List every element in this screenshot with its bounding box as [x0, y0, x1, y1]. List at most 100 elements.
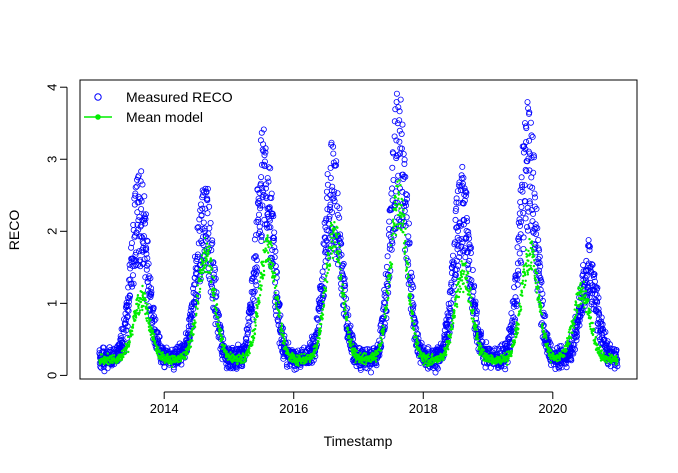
measured-point	[396, 216, 403, 223]
measured-point	[151, 317, 158, 324]
measured-point	[161, 364, 168, 371]
model-point	[283, 340, 287, 343]
measured-point	[249, 305, 256, 312]
measured-point	[139, 181, 146, 188]
model-point	[522, 286, 526, 289]
model-point	[573, 315, 577, 319]
measured-point	[252, 253, 259, 260]
model-point	[540, 306, 543, 309]
model-point	[420, 351, 423, 355]
model-point	[615, 362, 618, 366]
measured-point	[460, 174, 467, 181]
measured-point	[135, 217, 142, 224]
model-point	[449, 336, 452, 339]
model-point	[449, 333, 453, 336]
model-point	[158, 349, 161, 352]
measured-point	[141, 193, 148, 200]
measured-point	[393, 90, 400, 97]
model-point	[260, 284, 263, 287]
plot-frame	[79, 79, 638, 380]
measured-point	[297, 363, 304, 370]
model-point	[400, 228, 403, 232]
measured-point	[535, 236, 542, 243]
model-point	[565, 349, 568, 352]
measured-point	[331, 197, 338, 204]
measured-point	[135, 172, 142, 179]
model-point	[587, 298, 590, 302]
model-point	[479, 342, 482, 345]
model-point	[333, 241, 337, 244]
model-point	[571, 331, 574, 334]
model-point	[457, 288, 460, 291]
measured-point	[329, 209, 336, 216]
measured-point	[138, 198, 145, 205]
model-point	[572, 318, 575, 322]
measured-point	[454, 234, 461, 241]
measured-point	[333, 158, 340, 165]
model-point	[566, 345, 569, 348]
model-point	[401, 224, 404, 227]
model-point	[120, 358, 124, 361]
measured-point	[532, 194, 539, 201]
measured-point	[132, 192, 139, 199]
model-point	[533, 259, 536, 262]
model-point	[476, 338, 480, 341]
measured-point	[462, 192, 469, 199]
x-axis: 2014 2016 2018 2020	[150, 391, 567, 416]
model-point	[188, 335, 192, 338]
model-point	[392, 218, 395, 221]
measured-point	[455, 182, 462, 189]
model-point	[209, 265, 212, 268]
model-point	[535, 291, 538, 294]
model-point	[462, 282, 465, 285]
measured-point	[452, 271, 459, 278]
model-point	[325, 274, 328, 277]
model-point	[124, 351, 128, 355]
model-point	[343, 303, 346, 306]
model-point	[510, 350, 514, 353]
model-point	[146, 308, 149, 311]
model-point	[569, 327, 572, 330]
measured-point	[334, 211, 341, 218]
model-point	[346, 328, 350, 331]
model-point	[400, 216, 403, 219]
measured-point	[201, 225, 208, 232]
model-point	[186, 352, 189, 355]
measured-point	[465, 231, 472, 238]
model-point	[359, 351, 362, 355]
measured-point	[319, 268, 326, 275]
model-point	[475, 323, 478, 327]
model-point	[276, 298, 280, 301]
model-point	[213, 295, 216, 298]
model-point	[466, 272, 470, 275]
measured-point	[472, 301, 479, 308]
model-point	[449, 341, 452, 344]
measured-point	[408, 269, 415, 276]
model-point	[210, 259, 213, 262]
measured-point	[402, 173, 409, 180]
model-point	[427, 353, 430, 356]
measured-point	[198, 212, 205, 219]
measured-point	[276, 301, 283, 308]
measured-point	[329, 183, 336, 190]
measured-point	[399, 121, 406, 128]
measured-point	[145, 260, 152, 267]
measured-point	[253, 282, 260, 289]
model-point	[352, 343, 355, 346]
model-point	[462, 272, 465, 276]
model-point	[583, 306, 586, 309]
model-point	[387, 285, 390, 288]
model-point	[527, 259, 530, 262]
measured-point	[170, 366, 177, 373]
model-point	[399, 222, 402, 225]
model-point	[337, 232, 340, 236]
model-point	[589, 316, 593, 319]
model-point	[519, 305, 523, 308]
measured-point	[524, 99, 531, 106]
measured-point	[385, 289, 392, 296]
measured-point	[132, 184, 139, 191]
measured-point	[458, 222, 465, 229]
model-point	[253, 327, 257, 331]
model-point	[380, 341, 384, 344]
